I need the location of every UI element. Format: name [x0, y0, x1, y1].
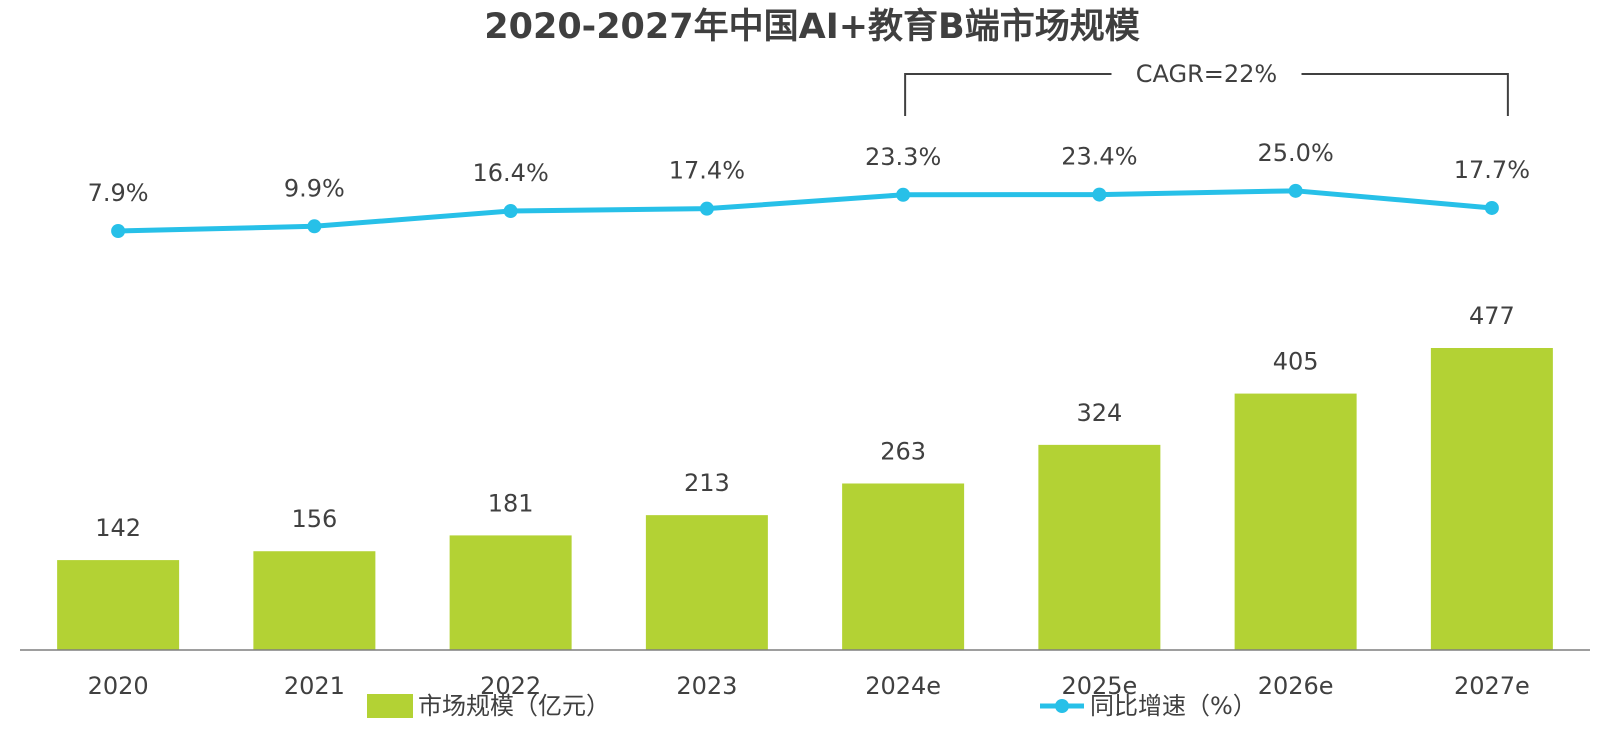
line-points — [111, 183, 1499, 238]
x-tick-2020: 2020 — [88, 672, 149, 700]
line-label-2022: 16.4% — [473, 159, 549, 187]
legend-item-bar: 市场规模（亿元） — [367, 692, 610, 720]
bar-label-2026e: 405 — [1273, 348, 1319, 376]
cagr-annotation: CAGR=22% — [904, 60, 1509, 116]
legend: 市场规模（亿元） 同比增速（%） — [367, 692, 1257, 720]
line-point-2021 — [307, 219, 322, 234]
line-label-2025e: 23.4% — [1061, 143, 1137, 171]
x-tick-labels: 2020 2021 2022 2023 2024e 2025e 2026e 2027e — [88, 672, 1530, 700]
bar-label-2020: 142 — [95, 514, 141, 542]
bar-label-2021: 156 — [291, 505, 337, 533]
line-label-2023: 17.4% — [669, 157, 745, 185]
bar-series — [57, 348, 1553, 650]
bar-label-2023: 213 — [684, 469, 730, 497]
x-tick-2027e: 2027e — [1454, 672, 1530, 700]
legend-line-marker — [1055, 699, 1069, 713]
bar-2027e — [1430, 348, 1553, 650]
bar-2020 — [57, 560, 180, 650]
line-label-2021: 9.9% — [284, 174, 345, 202]
x-tick-2021: 2021 — [284, 672, 345, 700]
chart-title: 2020-2027年中国AI+教育B端市场规模 — [484, 7, 1139, 47]
line-point-2026e — [1288, 183, 1303, 198]
x-tick-2026e: 2026e — [1258, 672, 1334, 700]
bar-2021 — [253, 551, 376, 650]
line-point-2023 — [699, 201, 714, 216]
line-label-2026e: 25.0% — [1258, 139, 1334, 167]
bar-label-2025e: 324 — [1076, 399, 1122, 427]
growth-rate-line — [115, 188, 1495, 234]
x-tick-2025e: 2025e — [1061, 672, 1137, 700]
line-point-2022 — [503, 204, 518, 219]
legend-line-label: 同比增速（%） — [1090, 692, 1257, 720]
cagr-label: CAGR=22% — [1136, 60, 1277, 88]
legend-bar-label: 市场规模（亿元） — [418, 692, 610, 720]
bar-2025e — [1038, 444, 1161, 650]
legend-item-line: 同比增速（%） — [1040, 692, 1257, 720]
line-label-2024e: 23.3% — [865, 143, 941, 171]
bar-label-2024e: 263 — [880, 437, 926, 465]
line-series — [115, 188, 1495, 234]
line-point-2024e — [896, 187, 911, 202]
bar-label-2027e: 477 — [1469, 302, 1515, 330]
line-value-labels: 7.9% 9.9% 16.4% 17.4% 23.3% 23.4% 25.0% 17.7% — [88, 139, 1530, 207]
cagr-bracket-right — [1301, 73, 1509, 116]
line-point-2025e — [1092, 187, 1107, 202]
x-tick-2024e: 2024e — [865, 672, 941, 700]
bar-2022 — [449, 535, 572, 650]
line-label-2027e: 17.7% — [1454, 156, 1530, 184]
bar-value-labels: 142 156 181 213 263 324 405 477 — [95, 302, 1515, 542]
bar-2024e — [842, 483, 965, 650]
bar-label-2022: 181 — [488, 489, 534, 517]
line-point-2027e — [1484, 200, 1499, 215]
x-tick-2022: 2022 — [480, 672, 541, 700]
bar-2026e — [1234, 393, 1357, 650]
cagr-bracket-left — [904, 73, 1112, 116]
bar-2023 — [645, 515, 768, 650]
x-tick-2023: 2023 — [676, 672, 737, 700]
line-label-2020: 7.9% — [88, 179, 149, 207]
line-point-2020 — [111, 224, 126, 238]
legend-bar-swatch — [367, 694, 413, 718]
